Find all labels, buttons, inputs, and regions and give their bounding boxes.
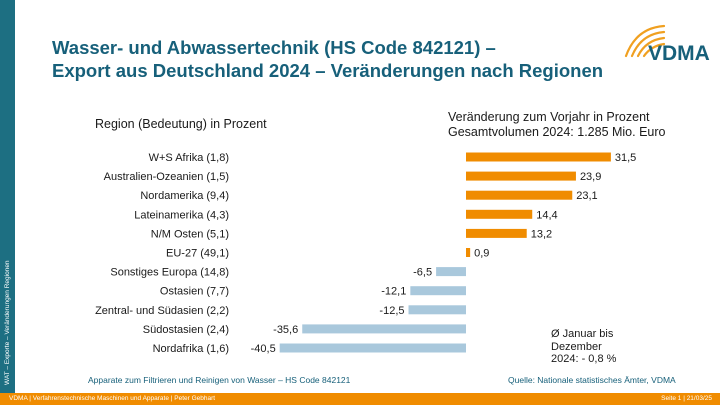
- category-label: Sonstiges Europa (14,8): [110, 267, 229, 279]
- title-line-1: Wasser- und Abwassertechnik (HS Code 842…: [52, 37, 496, 58]
- value-label: 23,1: [576, 190, 597, 202]
- value-label: 14,4: [536, 209, 557, 221]
- note-line-2: Dezember: [551, 340, 602, 353]
- bar: [466, 152, 611, 162]
- bar: [466, 171, 576, 181]
- vdma-logo: VDMA: [624, 24, 710, 65]
- value-label: -6,5: [413, 267, 432, 279]
- bar: [466, 190, 573, 200]
- value-label: -12,5: [379, 305, 404, 317]
- bar: [466, 228, 527, 238]
- bar: [408, 305, 466, 315]
- value-label: 23,9: [580, 171, 601, 183]
- category-label: Australien-Ozeanien (1,5): [104, 171, 229, 183]
- category-label: EU-27 (49,1): [166, 248, 229, 260]
- bar: [410, 286, 466, 296]
- note-line-3: 2024: - 0,8 %: [551, 353, 617, 365]
- category-label: Ostasien (7,7): [160, 286, 229, 298]
- value-label: 31,5: [615, 152, 636, 164]
- category-label: Südostasien (2,4): [143, 324, 229, 336]
- value-axis-header: Veränderung zum Vorjahr in Prozent Gesam…: [448, 110, 665, 140]
- title-line-2: Export aus Deutschland 2024 – Veränderun…: [52, 60, 604, 81]
- note-line-1: Ø Januar bis: [551, 328, 614, 340]
- category-label: Nordamerika (9,4): [140, 190, 229, 202]
- value-label: -12,1: [381, 286, 406, 298]
- footer-bar: VDMA | Verfahrenstechnische Maschinen un…: [0, 393, 720, 405]
- bar-chart: W+S Afrika (1,8) 31,5 Australien-Ozeanien …: [95, 152, 636, 355]
- category-label: Lateinamerika (4,3): [134, 209, 229, 221]
- average-note: Ø Januar bis Dezember 2024: - 0,8 %: [551, 328, 616, 366]
- category-label: Nordafrika (1,6): [153, 343, 229, 355]
- footer-left-text: VDMA | Verfahrenstechnische Maschinen un…: [9, 395, 216, 402]
- category-label: W+S Afrika (1,8): [149, 152, 229, 164]
- vdma-logo-text: VDMA: [648, 42, 710, 65]
- category-label: N/M Osten (5,1): [151, 228, 229, 240]
- value-header-line-2: Gesamtvolumen 2024: 1.285 Mio. Euro: [448, 125, 666, 139]
- source-footnote: Quelle: Nationale statistisches Ämter, V…: [508, 375, 676, 385]
- category-label: Zentral- und Südasien (2,2): [95, 305, 229, 317]
- bar: [436, 267, 466, 277]
- value-label: 0,9: [474, 248, 489, 260]
- bar: [466, 209, 533, 219]
- value-label: 13,2: [531, 228, 552, 240]
- left-side-strip: [0, 0, 15, 393]
- footer-page-info: Seite 1 | 21/03/25: [661, 395, 712, 402]
- value-header-line-1: Veränderung zum Vorjahr in Prozent: [448, 110, 650, 124]
- value-label: -35,6: [273, 324, 298, 336]
- bar: [279, 343, 466, 353]
- bar: [302, 324, 466, 334]
- category-axis-header: Region (Bedeutung) in Prozent: [95, 117, 267, 131]
- slide-title: Wasser- und Abwassertechnik (HS Code 842…: [52, 36, 603, 82]
- bar: [466, 248, 471, 257]
- product-footnote: Apparate zum Filtrieren und Reinigen von…: [88, 375, 351, 385]
- value-label: -40,5: [251, 343, 276, 355]
